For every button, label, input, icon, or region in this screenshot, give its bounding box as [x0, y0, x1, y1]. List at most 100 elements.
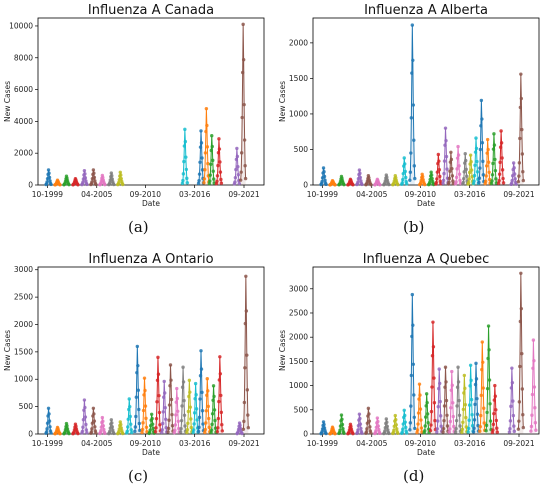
- data-point: [144, 425, 149, 429]
- data-point: [140, 430, 144, 435]
- data-point: [119, 176, 123, 181]
- data-point: [519, 96, 524, 101]
- data-point: [205, 393, 209, 397]
- data-point: [112, 431, 116, 436]
- data-point: [530, 413, 534, 417]
- data-point: [155, 378, 160, 383]
- data-point: [455, 404, 459, 408]
- data-point: [467, 418, 471, 422]
- data-point: [356, 180, 360, 184]
- data-point: [141, 408, 146, 413]
- data-point: [238, 178, 243, 182]
- data-point: [396, 182, 400, 187]
- data-point: [148, 428, 152, 432]
- data-point: [187, 394, 191, 399]
- data-point: [367, 412, 371, 416]
- data-point: [138, 428, 142, 433]
- data-point: [119, 426, 123, 430]
- data-point: [241, 427, 246, 431]
- y-axis-label: New Cases: [3, 81, 12, 122]
- data-point: [65, 424, 69, 428]
- data-point: [209, 428, 214, 432]
- data-point: [497, 172, 502, 176]
- data-point: [534, 428, 538, 432]
- data-point: [423, 415, 428, 419]
- data-point: [217, 147, 222, 151]
- data-point: [161, 410, 165, 414]
- data-point: [321, 420, 326, 424]
- data-point: [100, 415, 105, 420]
- data-point: [438, 174, 442, 179]
- data-point: [47, 175, 52, 180]
- data-point: [127, 397, 131, 401]
- data-point: [482, 421, 486, 425]
- y-axis-label: New Cases: [278, 81, 287, 122]
- data-point: [385, 175, 389, 179]
- season-series: [178, 365, 188, 434]
- season-series: [408, 23, 417, 185]
- data-point: [439, 424, 443, 428]
- plot-frame: [312, 266, 540, 435]
- data-point: [125, 429, 129, 433]
- y-tick-label: 8000: [14, 53, 33, 62]
- data-point: [404, 425, 408, 430]
- data-point: [430, 385, 434, 389]
- data-point: [453, 430, 458, 434]
- x-tick-label: 04-2005: [81, 439, 113, 448]
- data-point: [364, 430, 369, 434]
- data-point: [342, 431, 346, 435]
- season-series: [53, 178, 62, 187]
- data-point: [490, 173, 495, 177]
- data-point: [495, 426, 499, 430]
- data-point: [403, 413, 407, 418]
- data-point: [443, 126, 448, 130]
- data-point: [480, 141, 485, 145]
- data-point: [396, 431, 400, 435]
- season-series: [435, 367, 444, 434]
- data-point: [408, 170, 413, 174]
- data-point: [238, 423, 242, 428]
- data-point: [475, 412, 480, 416]
- data-point: [519, 271, 523, 275]
- data-point: [129, 428, 133, 432]
- data-point: [219, 393, 223, 398]
- data-point: [67, 182, 71, 187]
- data-point: [103, 182, 107, 187]
- data-point: [466, 426, 471, 431]
- data-point: [358, 175, 363, 180]
- data-point: [82, 168, 87, 173]
- data-point: [189, 425, 194, 430]
- data-point: [435, 430, 439, 434]
- data-point: [219, 410, 224, 415]
- data-point: [532, 385, 537, 389]
- chart-panel-c: Influenza A Ontario 0 500 1000 1500 2000 2500 3…: [0, 252, 275, 462]
- data-point: [512, 166, 516, 170]
- data-point: [142, 393, 146, 397]
- data-point: [475, 170, 480, 174]
- data-point: [185, 428, 190, 432]
- data-point: [324, 182, 328, 187]
- season-series: [319, 420, 328, 436]
- data-point: [375, 416, 380, 420]
- data-point: [469, 378, 473, 383]
- data-point: [218, 355, 222, 359]
- data-point: [213, 418, 217, 423]
- chart-title: Influenza A Quebec: [363, 252, 490, 267]
- data-point: [239, 151, 244, 155]
- data-point: [437, 159, 441, 163]
- data-point: [470, 413, 474, 417]
- data-point: [521, 425, 526, 430]
- data-point: [451, 401, 455, 405]
- data-point: [215, 429, 220, 434]
- data-point: [186, 409, 191, 414]
- season-series: [391, 174, 400, 187]
- data-point: [531, 366, 535, 370]
- data-point: [169, 397, 174, 402]
- data-point: [356, 428, 360, 432]
- data-point: [460, 427, 465, 432]
- data-point: [449, 406, 453, 410]
- data-point: [464, 158, 468, 163]
- data-point: [432, 400, 437, 405]
- data-point: [48, 425, 52, 429]
- data-point: [187, 378, 192, 383]
